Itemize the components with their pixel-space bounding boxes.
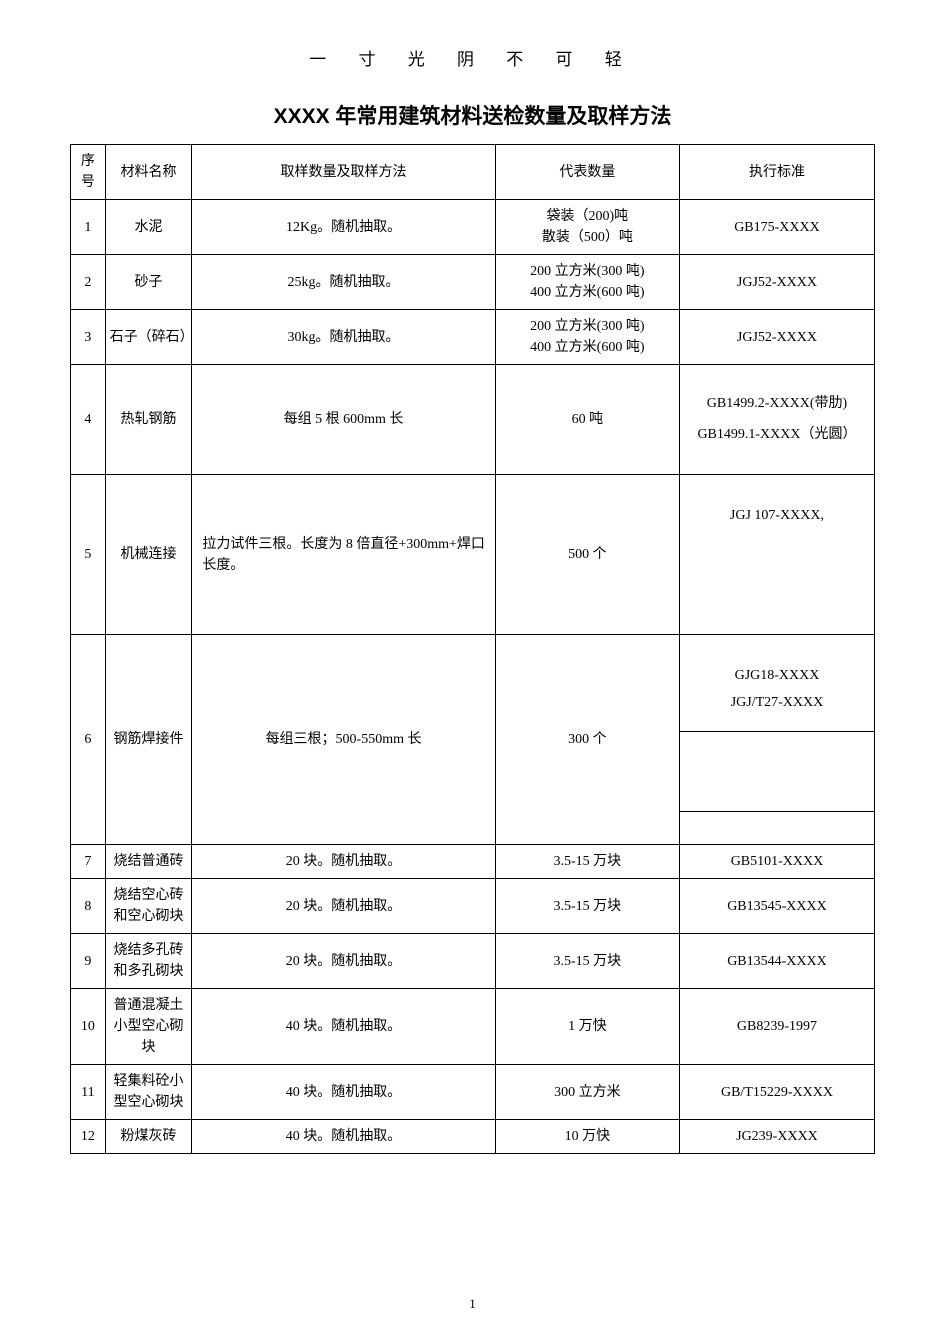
cell-num: 9 [71,934,106,989]
cell-method: 每组三根；500-550mm 长 [192,635,495,845]
col-name: 材料名称 [105,145,192,200]
cell-method: 40 块。随机抽取。 [192,1065,495,1120]
cell-qty: 3.5-15 万块 [495,879,679,934]
cell-qty: 60 吨 [495,365,679,475]
col-qty: 代表数量 [495,145,679,200]
table-row: 12 粉煤灰砖 40 块。随机抽取。 10 万快 JG239-XXXX [71,1120,875,1154]
cell-num: 10 [71,989,106,1065]
cell-method: 25kg。随机抽取。 [192,255,495,310]
table-row: 1 水泥 12Kg。随机抽取。 袋装（200)吨散装（500）吨 GB175-X… [71,200,875,255]
cell-num: 2 [71,255,106,310]
table-row: 6 钢筋焊接件 每组三根；500-550mm 长 300 个 GJG18-XXX… [71,635,875,845]
cell-num: 8 [71,879,106,934]
cell-num: 5 [71,475,106,635]
cell-num: 11 [71,1065,106,1120]
cell-qty: 3.5-15 万块 [495,845,679,879]
cell-method: 40 块。随机抽取。 [192,1120,495,1154]
cell-name: 水泥 [105,200,192,255]
cell-name: 热轧钢筋 [105,365,192,475]
cell-qty: 300 个 [495,635,679,845]
cell-std: GB8239-1997 [679,989,874,1065]
cell-num: 3 [71,310,106,365]
cell-qty: 500 个 [495,475,679,635]
cell-name: 轻集料砼小型空心砌块 [105,1065,192,1120]
cell-qty: 袋装（200)吨散装（500）吨 [495,200,679,255]
materials-table: 序号 材料名称 取样数量及取样方法 代表数量 执行标准 1 水泥 12Kg。随机… [70,144,875,1154]
cell-std: GB5101-XXXX [679,845,874,879]
cell-method: 20 块。随机抽取。 [192,934,495,989]
col-std: 执行标准 [679,145,874,200]
cell-std: GB13545-XXXX [679,879,874,934]
page-header: 一 寸 光 阴 不 可 轻 [70,45,875,70]
cell-qty: 200 立方米(300 吨)400 立方米(600 吨) [495,310,679,365]
cell-qty: 10 万快 [495,1120,679,1154]
cell-method: 40 块。随机抽取。 [192,989,495,1065]
cell-method: 12Kg。随机抽取。 [192,200,495,255]
cell-num: 12 [71,1120,106,1154]
cell-method: 每组 5 根 600mm 长 [192,365,495,475]
table-row: 2 砂子 25kg。随机抽取。 200 立方米(300 吨)400 立方米(60… [71,255,875,310]
cell-method: 20 块。随机抽取。 [192,879,495,934]
cell-method: 20 块。随机抽取。 [192,845,495,879]
cell-name: 普通混凝土小型空心砌块 [105,989,192,1065]
cell-num: 4 [71,365,106,475]
cell-std: GB175-XXXX [679,200,874,255]
cell-name: 粉煤灰砖 [105,1120,192,1154]
cell-qty: 3.5-15 万块 [495,934,679,989]
cell-num: 1 [71,200,106,255]
table-row: 10 普通混凝土小型空心砌块 40 块。随机抽取。 1 万快 GB8239-19… [71,989,875,1065]
cell-std: GB1499.2-XXXX(带肋)GB1499.1-XXXX（光圆） [679,365,874,475]
cell-name: 烧结普通砖 [105,845,192,879]
cell-method: 30kg。随机抽取。 [192,310,495,365]
cell-std: GB13544-XXXX [679,934,874,989]
cell-num: 6 [71,635,106,845]
cell-name: 石子（碎石） [105,310,192,365]
col-num: 序号 [71,145,106,200]
cell-name: 砂子 [105,255,192,310]
cell-name: 烧结空心砖和空心砌块 [105,879,192,934]
col-method: 取样数量及取样方法 [192,145,495,200]
std-bot [680,812,874,830]
cell-std-split: GJG18-XXXXJGJ/T27-XXXX [679,635,874,845]
table-row: 5 机械连接 拉力试件三根。长度为 8 倍直径+300mm+焊口长度。 500 … [71,475,875,635]
cell-qty: 1 万快 [495,989,679,1065]
table-row: 3 石子（碎石） 30kg。随机抽取。 200 立方米(300 吨)400 立方… [71,310,875,365]
cell-std: JG239-XXXX [679,1120,874,1154]
cell-num: 7 [71,845,106,879]
cell-std: JGJ52-XXXX [679,255,874,310]
table-header-row: 序号 材料名称 取样数量及取样方法 代表数量 执行标准 [71,145,875,200]
cell-qty: 200 立方米(300 吨)400 立方米(600 吨) [495,255,679,310]
cell-qty: 300 立方米 [495,1065,679,1120]
table-row: 9 烧结多孔砖和多孔砌块 20 块。随机抽取。 3.5-15 万块 GB1354… [71,934,875,989]
page-title: XXXX 年常用建筑材料送检数量及取样方法 [70,100,875,130]
table-row: 8 烧结空心砖和空心砌块 20 块。随机抽取。 3.5-15 万块 GB1354… [71,879,875,934]
cell-std: JGJ 107-XXXX, [679,475,874,635]
cell-std: GB/T15229-XXXX [679,1065,874,1120]
cell-name: 钢筋焊接件 [105,635,192,845]
cell-name: 烧结多孔砖和多孔砌块 [105,934,192,989]
std-top: GJG18-XXXXJGJ/T27-XXXX [680,649,874,731]
table-row: 4 热轧钢筋 每组 5 根 600mm 长 60 吨 GB1499.2-XXXX… [71,365,875,475]
table-row: 11 轻集料砼小型空心砌块 40 块。随机抽取。 300 立方米 GB/T152… [71,1065,875,1120]
table-row: 7 烧结普通砖 20 块。随机抽取。 3.5-15 万块 GB5101-XXXX [71,845,875,879]
cell-name: 机械连接 [105,475,192,635]
cell-std: JGJ52-XXXX [679,310,874,365]
cell-method: 拉力试件三根。长度为 8 倍直径+300mm+焊口长度。 [192,475,495,635]
std-mid [680,732,874,812]
page-number: 1 [469,1296,476,1312]
